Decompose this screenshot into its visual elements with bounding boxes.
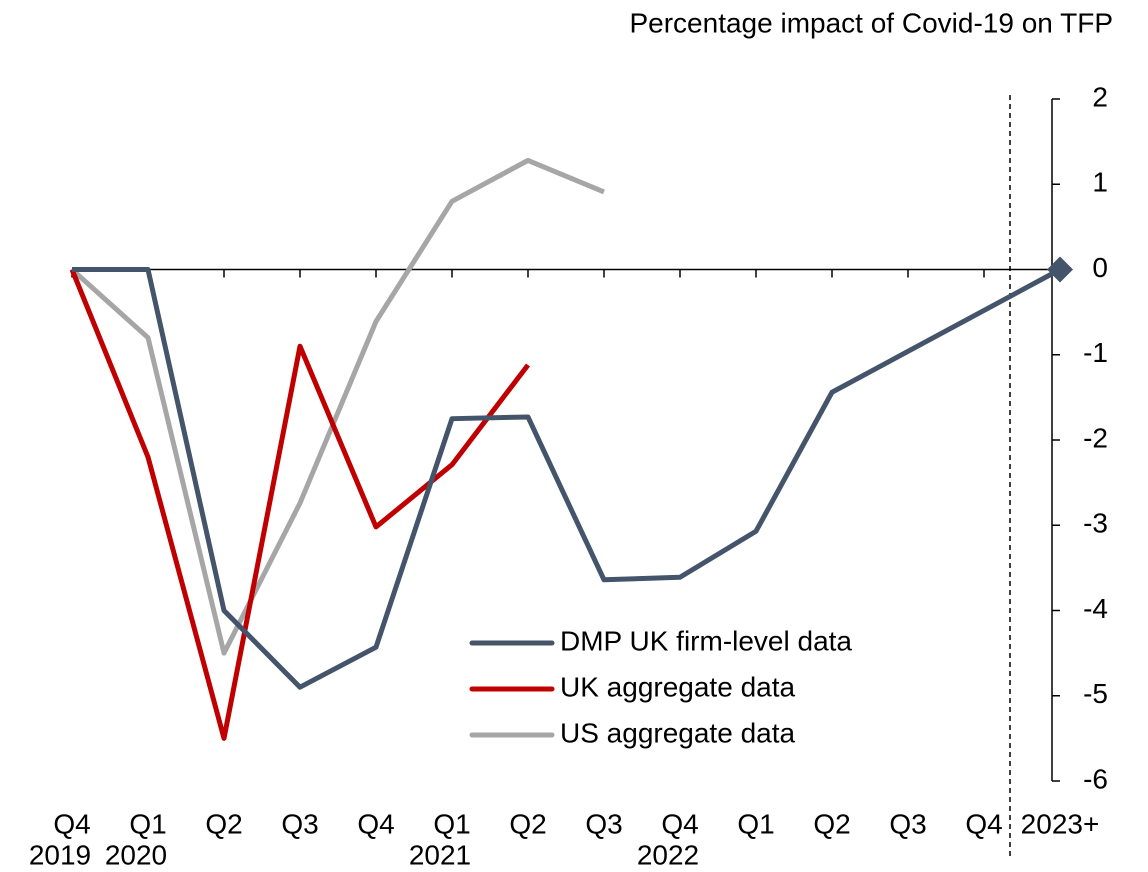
x-tick-label: Q4: [965, 808, 1002, 839]
x-tick-label: 2023+: [1021, 808, 1100, 839]
x-tick-label: Q4: [53, 808, 90, 839]
y-tick-label: 1: [1092, 167, 1108, 198]
x-tick-label: Q4: [661, 808, 698, 839]
series-line: [69, 268, 530, 741]
x-tick-label: Q3: [585, 808, 622, 839]
legend-label: UK aggregate data: [560, 671, 795, 702]
y-tick-label: -2: [1083, 422, 1108, 453]
y-tick-label: -6: [1083, 763, 1108, 794]
legend-label: US aggregate data: [560, 717, 795, 748]
x-tick-label: Q1: [433, 808, 470, 839]
year-label: 2019: [29, 839, 91, 870]
x-tick-label: Q2: [205, 808, 242, 839]
y-tick-label: -5: [1083, 678, 1108, 709]
x-tick-label: Q3: [889, 808, 926, 839]
y-tick-label: 0: [1092, 252, 1108, 283]
x-tick-label: Q2: [509, 808, 546, 839]
x-tick-label: Q1: [737, 808, 774, 839]
legend-label: DMP UK firm-level data: [560, 625, 852, 656]
x-tick-label: Q3: [281, 808, 318, 839]
year-label: 2020: [105, 839, 167, 870]
x-tick-label: Q4: [357, 808, 394, 839]
y-tick-label: -3: [1083, 508, 1108, 539]
y-tick-label: -1: [1083, 337, 1108, 368]
y-tick-label: 2: [1092, 81, 1108, 112]
series-line: [70, 157, 605, 656]
x-tick-label: Q1: [129, 808, 166, 839]
y-tick-label: -4: [1083, 593, 1108, 624]
year-label: 2022: [637, 839, 699, 870]
x-tick-label: Q2: [813, 808, 850, 839]
end-marker: [1047, 256, 1073, 283]
chart-title: Percentage impact of Covid-19 on TFP: [629, 7, 1113, 38]
year-label: 2021: [409, 839, 471, 870]
series-line: [72, 267, 1062, 690]
